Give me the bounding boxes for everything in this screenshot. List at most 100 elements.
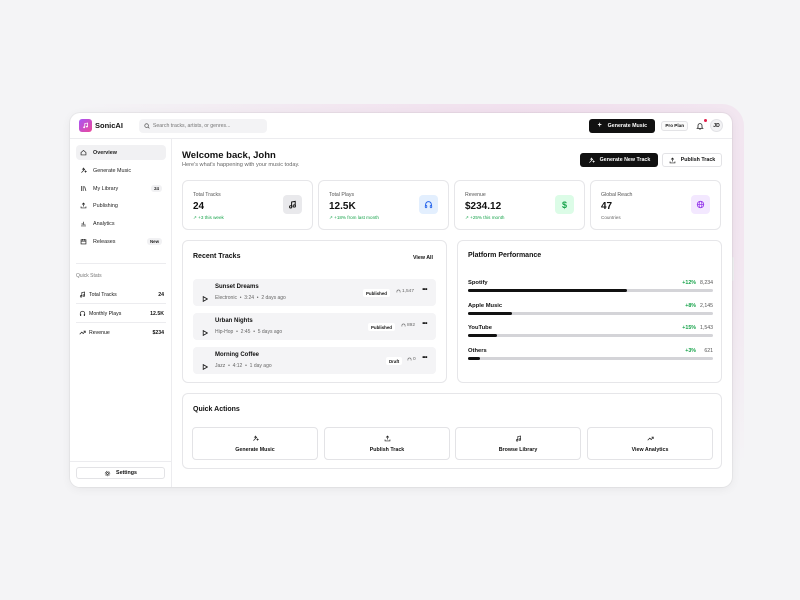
logo[interactable]: SonicAI bbox=[79, 119, 123, 132]
page-title: Welcome back, John bbox=[182, 150, 276, 161]
headphones-icon bbox=[401, 323, 406, 328]
app-window: SonicAI + Generate Music Pro Plan JD bbox=[70, 113, 732, 487]
quick-action-label: Publish Track bbox=[369, 447, 405, 453]
sidebar-item-publishing[interactable]: Publishing bbox=[76, 198, 166, 213]
stat-card-global-reach: Global Reach 47 Countries bbox=[590, 180, 721, 230]
gear-icon bbox=[104, 470, 111, 477]
sparkles-icon bbox=[588, 156, 595, 164]
platform-performance-title: Platform Performance bbox=[468, 252, 542, 259]
headphones-icon bbox=[407, 357, 412, 362]
quick-stats-heading: Quick Stats bbox=[76, 273, 102, 279]
platform-bar-fill bbox=[468, 334, 498, 337]
generate-new-track-button[interactable]: Generate New Track bbox=[580, 153, 658, 167]
sidebar-item-label: Releases bbox=[93, 238, 116, 245]
recent-tracks-title: Recent Tracks bbox=[193, 253, 241, 260]
sparkles-icon bbox=[80, 167, 87, 174]
stat-card-revenue: Revenue $234.12 ↗ +25% this month $ bbox=[454, 180, 585, 230]
stat-card-total-tracks: Total Tracks 24 ↗ +3 this week bbox=[182, 180, 313, 230]
quick-stat-label: Monthly Plays bbox=[89, 310, 122, 317]
platform-value: 8,234 bbox=[700, 280, 713, 286]
quick-action-publish-track[interactable]: Publish Track bbox=[324, 427, 450, 460]
platform-value: 2,145 bbox=[700, 302, 713, 309]
search-input[interactable] bbox=[152, 122, 263, 129]
more-options-icon[interactable]: ••• bbox=[422, 321, 427, 327]
stat-label: Global Reach bbox=[601, 192, 633, 198]
platform-delta: +12% bbox=[682, 280, 696, 286]
stat-delta: Countries bbox=[601, 215, 621, 220]
platform-delta: +8% bbox=[685, 302, 696, 309]
headphones-icon bbox=[419, 195, 438, 214]
play-count: 892 bbox=[401, 323, 415, 328]
search-icon bbox=[144, 122, 150, 129]
sidebar-item-label: Publishing bbox=[93, 202, 118, 209]
track-meta: Jazz • 4:12 • 1 day ago bbox=[215, 363, 272, 369]
sidebar-item-releases[interactable]: Releases New bbox=[76, 234, 166, 249]
sidebar-item-my-library[interactable]: My Library 24 bbox=[76, 181, 166, 196]
generate-music-label: Generate Music bbox=[607, 122, 648, 129]
track-row[interactable]: Morning Coffee Jazz • 4:12 • 1 day ago D… bbox=[193, 347, 436, 374]
sidebar-item-label: Generate Music bbox=[93, 167, 132, 174]
sidebar-divider bbox=[76, 303, 166, 304]
stat-label: Revenue bbox=[465, 192, 486, 198]
scroll-handle[interactable] bbox=[730, 257, 734, 281]
platform-row: Apple Music +8% 2,145 bbox=[468, 303, 713, 323]
stat-delta: ↗ +3 this week bbox=[193, 215, 224, 220]
music-note-icon bbox=[456, 435, 580, 442]
platform-bar-fill bbox=[468, 289, 628, 292]
settings-label: Settings bbox=[116, 470, 137, 476]
quick-action-generate-music[interactable]: Generate Music bbox=[192, 427, 318, 460]
sidebar-divider bbox=[76, 263, 166, 264]
stat-label: Total Plays bbox=[329, 192, 355, 198]
status-badge: Draft bbox=[386, 357, 403, 365]
upload-icon bbox=[325, 435, 449, 442]
quick-actions-title: Quick Actions bbox=[193, 406, 240, 413]
upload-icon bbox=[669, 157, 676, 164]
search-bar[interactable] bbox=[138, 118, 267, 133]
notifications-button[interactable] bbox=[696, 118, 707, 130]
trending-up-icon bbox=[588, 435, 712, 442]
stat-delta: ↗ +18% from last month bbox=[329, 215, 379, 220]
quick-action-label: View Analytics bbox=[631, 447, 669, 453]
upload-icon bbox=[80, 202, 87, 209]
quick-action-view-analytics[interactable]: View Analytics bbox=[587, 427, 713, 460]
settings-button[interactable]: Settings bbox=[76, 467, 165, 479]
quick-action-label: Browse Library bbox=[498, 447, 538, 453]
more-options-icon[interactable]: ••• bbox=[422, 355, 427, 361]
view-all-link[interactable]: View All bbox=[412, 255, 433, 261]
avatar[interactable]: JD bbox=[710, 119, 723, 132]
generate-music-button[interactable]: + Generate Music bbox=[589, 118, 656, 133]
music-logo-icon bbox=[79, 119, 92, 132]
notification-dot bbox=[704, 118, 707, 122]
sidebar-divider bbox=[76, 322, 166, 323]
home-icon bbox=[80, 149, 87, 156]
generate-new-track-label: Generate New Track bbox=[599, 157, 651, 163]
platform-value: 1,543 bbox=[700, 325, 713, 331]
quick-stat-total-tracks: Total Tracks 24 bbox=[76, 288, 166, 301]
platform-row: Spotify +12% 8,234 bbox=[468, 280, 713, 300]
more-options-icon[interactable]: ••• bbox=[422, 287, 427, 293]
play-icon[interactable] bbox=[202, 357, 209, 375]
play-icon[interactable] bbox=[202, 289, 209, 307]
globe-icon bbox=[691, 195, 710, 214]
platform-bar-fill bbox=[468, 311, 513, 315]
sidebar-item-analytics[interactable]: Analytics bbox=[76, 216, 166, 231]
sidebar-item-overview[interactable]: Overview bbox=[76, 145, 166, 160]
platform-name: YouTube bbox=[468, 325, 492, 331]
dollar-icon: $ bbox=[555, 195, 574, 214]
platform-bar-track bbox=[468, 311, 713, 315]
library-count-badge: 24 bbox=[151, 185, 162, 192]
play-icon[interactable] bbox=[202, 323, 209, 341]
platform-bar-fill bbox=[468, 356, 481, 360]
track-row[interactable]: Urban Nights Hip-Hop • 2:45 • 5 days ago… bbox=[193, 313, 436, 340]
track-row[interactable]: Sunset Dreams Electronic • 3:24 • 2 days… bbox=[193, 279, 436, 306]
calendar-icon bbox=[80, 238, 87, 245]
quick-action-browse-library[interactable]: Browse Library bbox=[455, 427, 581, 460]
sidebar-item-generate-music[interactable]: Generate Music bbox=[76, 163, 166, 178]
publish-track-button[interactable]: Publish Track bbox=[662, 153, 722, 167]
stat-label: Total Tracks bbox=[193, 192, 221, 198]
headphones-icon bbox=[396, 289, 401, 294]
stat-value: 24 bbox=[193, 201, 205, 212]
plan-badge[interactable]: Pro Plan bbox=[661, 120, 688, 131]
platform-name: Apple Music bbox=[468, 302, 503, 309]
headphones-icon bbox=[79, 310, 86, 317]
